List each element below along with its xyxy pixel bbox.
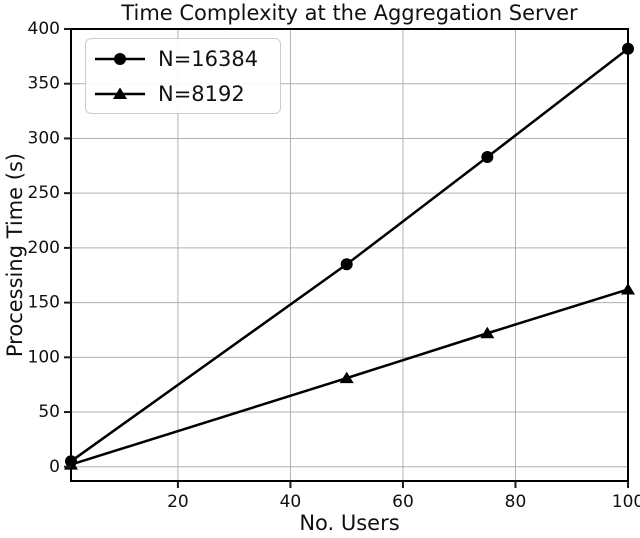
y-tick-label: 250 [28,183,60,203]
x-tick-label: 100 [612,492,640,512]
data-point-triangle [339,371,354,384]
y-tick-label: 0 [49,457,60,477]
series-line [69,288,630,466]
x-tick-label: 20 [167,492,189,512]
x-tick-label: 80 [505,492,527,512]
data-point-triangle [480,326,495,339]
x-axis-label: No. Users [299,511,400,535]
axes-spines [70,28,629,482]
legend-label: N=8192 [158,81,245,106]
circle-marker-line-sample [95,52,145,65]
y-tick-label: 150 [28,293,60,313]
legend: N=16384 N=8192 [85,38,281,114]
series-line [69,47,630,463]
y-tick-label: 100 [28,347,60,367]
legend-label: N=16384 [158,46,259,71]
legend-item: N=16384 [86,41,280,76]
data-point-circle [340,258,353,271]
chart-title: Time Complexity at the Aggregation Serve… [121,1,578,25]
x-tick-label: 60 [392,492,414,512]
x-tick-label: 40 [280,492,302,512]
data-point-circle [481,151,494,164]
y-tick-label: 200 [28,238,60,258]
triangle-marker-line-sample [95,87,145,99]
legend-item: N=8192 [86,76,280,111]
y-tick-label: 350 [28,74,60,94]
y-tick-label: 50 [38,402,60,422]
y-tick-label: 300 [28,128,60,148]
y-tick-label: 400 [28,19,60,39]
